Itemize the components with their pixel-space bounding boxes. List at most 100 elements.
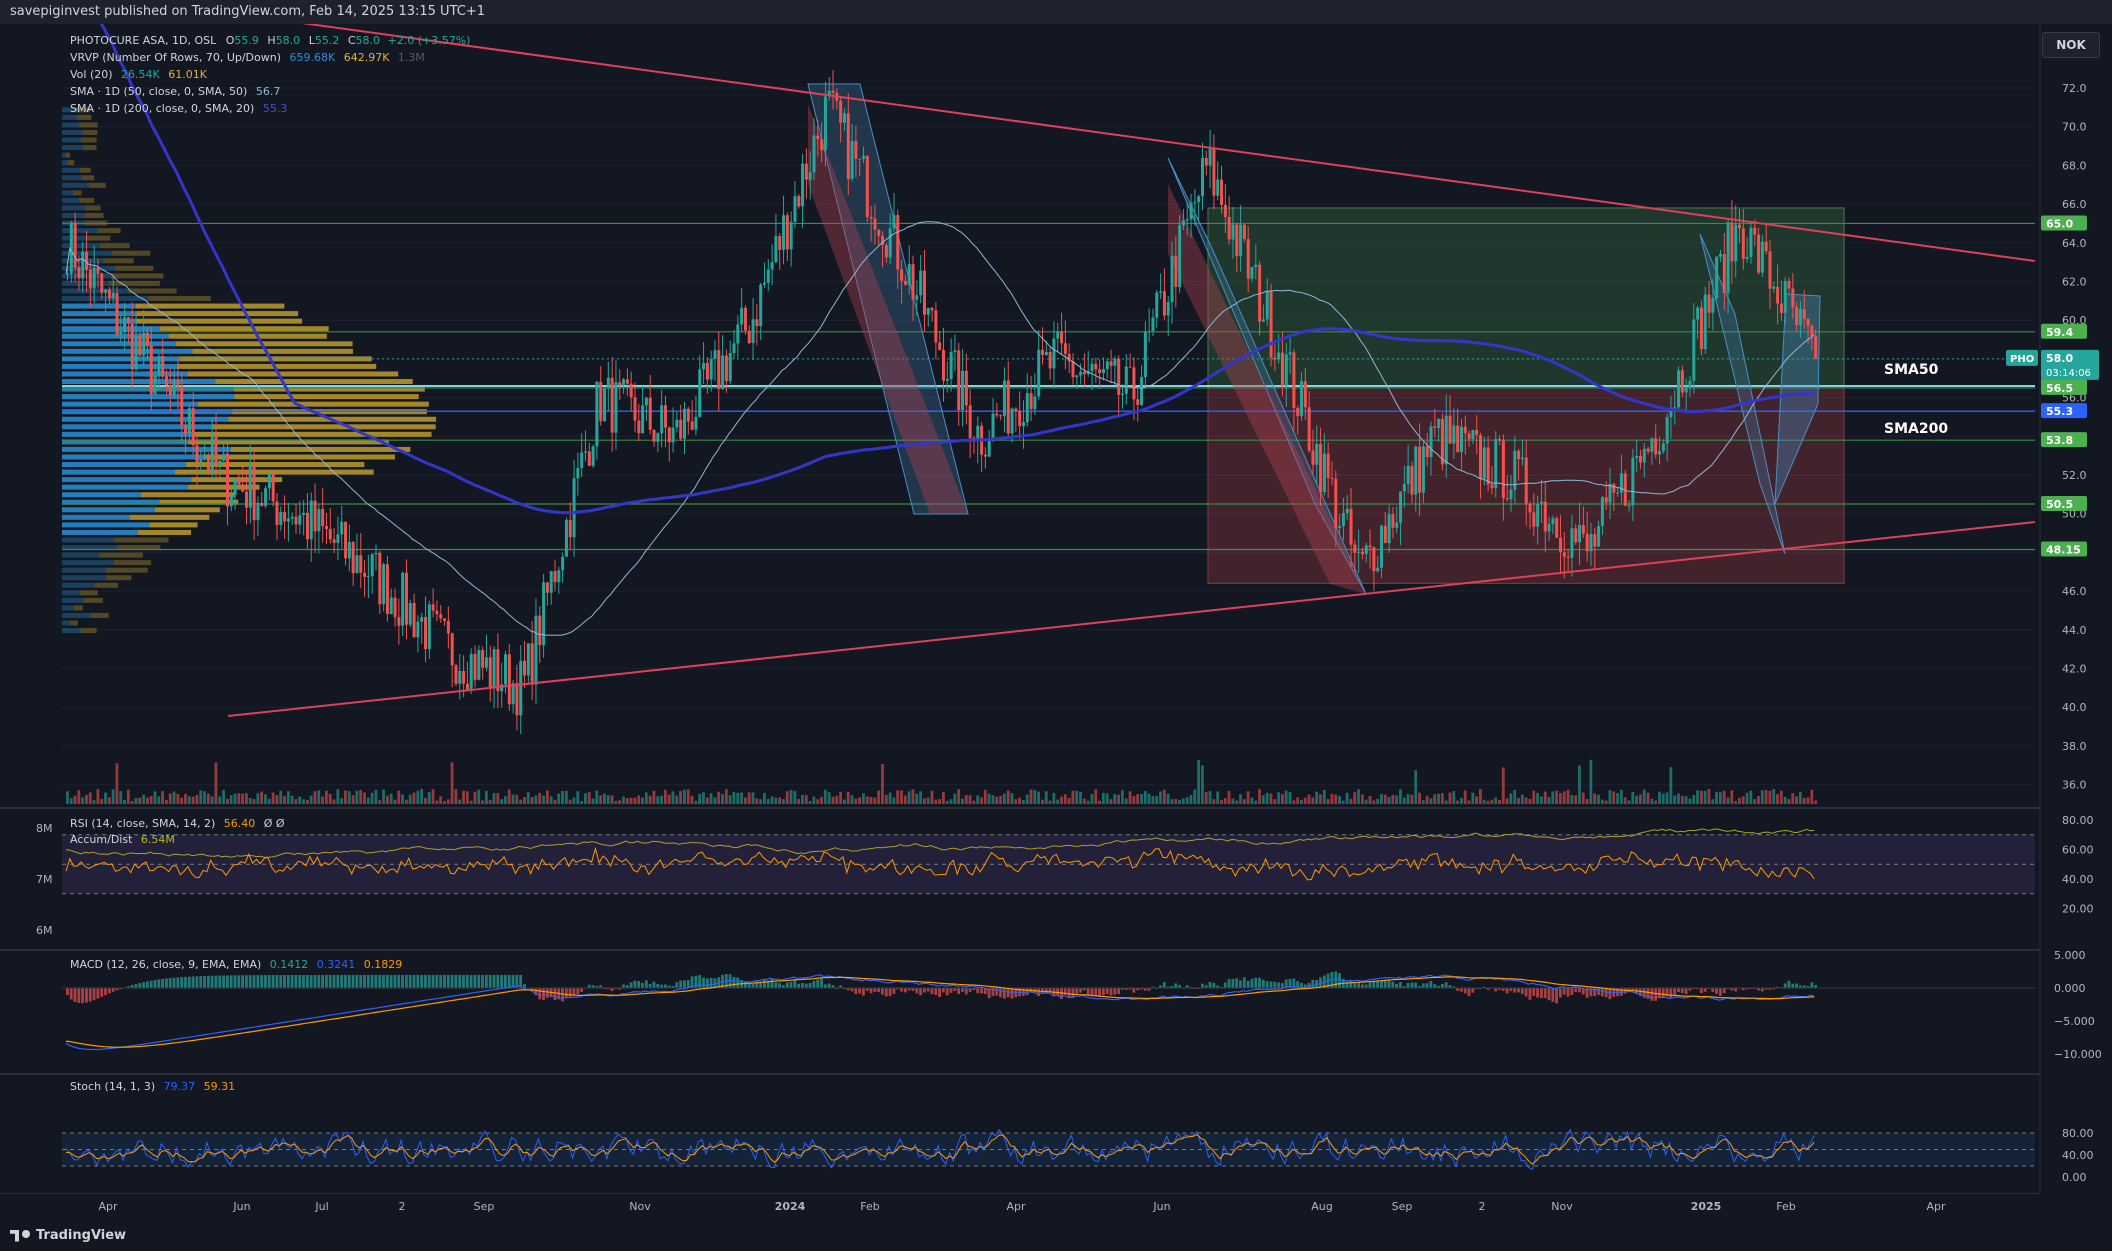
candle-body xyxy=(1303,381,1307,408)
volume-bar xyxy=(865,796,869,804)
accum-tick-label: 7M xyxy=(36,873,53,886)
macd-histogram-bar xyxy=(241,975,245,988)
stoch-tick-label: 0.00 xyxy=(2062,1171,2087,1184)
volume-bar xyxy=(717,791,721,804)
stoch-tick-label: 40.00 xyxy=(2062,1149,2094,1162)
volume-bar xyxy=(126,789,130,804)
candle-body xyxy=(1635,455,1639,458)
macd-histogram-bar xyxy=(732,976,736,988)
volume-bar xyxy=(1181,798,1185,804)
candle-body xyxy=(1223,204,1227,218)
volume-bar xyxy=(930,790,934,804)
volume-bar xyxy=(1631,792,1635,804)
macd-histogram-bar xyxy=(1696,988,1699,990)
vrvp-up-bar xyxy=(62,303,136,309)
volume-bar xyxy=(663,789,667,804)
price-channel xyxy=(1774,293,1821,505)
time-label: Jul xyxy=(314,1200,328,1213)
candle-body xyxy=(142,332,146,356)
macd-histogram-bar xyxy=(1246,980,1250,988)
macd-histogram-bar xyxy=(1147,988,1151,991)
volume-bar xyxy=(1239,794,1242,804)
candle-body xyxy=(1638,455,1642,463)
volume-bar xyxy=(1117,794,1121,804)
volume-bar xyxy=(1539,796,1543,804)
volume-bar xyxy=(355,790,359,804)
time-label: Nov xyxy=(629,1200,651,1213)
volume-bar xyxy=(1444,800,1448,804)
candle-body xyxy=(938,342,942,351)
macd-histogram-bar xyxy=(195,976,199,988)
time-axis[interactable]: Apr Jun Jul 2 Sep Nov 2024 Feb Apr Jun Aug Sep 2 Nov 2… xyxy=(0,1194,2112,1220)
price-tick-label: 52.0 xyxy=(2062,469,2087,482)
volume-bar xyxy=(530,797,534,804)
candle-body xyxy=(675,419,679,428)
candle-body xyxy=(793,196,797,222)
volume-bar xyxy=(1254,800,1258,804)
candle-body xyxy=(1288,352,1292,355)
vrvp-down-bar xyxy=(154,507,220,513)
volume-bar xyxy=(123,799,126,804)
macd-histogram-bar xyxy=(153,979,157,988)
volume-bar xyxy=(1124,798,1128,804)
candle-body xyxy=(1448,415,1452,444)
candle-body xyxy=(599,381,603,422)
macd-histogram-bar xyxy=(1791,983,1795,988)
volume-bar xyxy=(728,795,732,804)
volume-bar xyxy=(614,800,618,804)
candle-body xyxy=(294,516,298,525)
macd-histogram-bar xyxy=(359,974,363,988)
currency-button[interactable]: NOK xyxy=(2042,32,2100,58)
chart-canvas[interactable]: 72.070.068.066.064.062.060.058.056.054.0… xyxy=(0,24,2112,1220)
macd-histogram-bar xyxy=(446,974,450,988)
sma200-annotation: SMA200 xyxy=(1884,421,1948,437)
candle-body xyxy=(252,465,256,521)
volume-bar xyxy=(1284,790,1288,804)
candle-body xyxy=(1494,439,1498,489)
volume-bar xyxy=(172,791,176,804)
macd-histogram-bar xyxy=(248,975,252,988)
macd-histogram-bar xyxy=(1334,971,1338,988)
volume-bar xyxy=(1094,789,1098,804)
macd-histogram-bar xyxy=(1593,988,1597,997)
volume-bar xyxy=(69,798,73,804)
candle-body xyxy=(1646,448,1650,452)
price-tick-label: 36.0 xyxy=(2062,779,2087,792)
volume-bar xyxy=(195,794,199,804)
macd-histogram-bar xyxy=(1151,986,1155,988)
candle-body xyxy=(1402,484,1406,492)
candle-body xyxy=(999,415,1003,417)
macd-histogram-bar xyxy=(229,975,233,988)
candle-body xyxy=(1581,525,1585,534)
macd-histogram-bar xyxy=(972,988,976,991)
macd-histogram-bar xyxy=(961,988,964,992)
macd-histogram-bar xyxy=(496,974,500,988)
candle-body xyxy=(751,319,755,344)
macd-histogram-bar xyxy=(1768,988,1772,990)
vrvp-down-bar xyxy=(191,477,283,483)
vrvp-up-bar xyxy=(62,114,78,120)
candle-body xyxy=(1551,518,1555,525)
candle-body xyxy=(264,488,268,507)
candle-body xyxy=(404,572,408,625)
macd-histogram-bar xyxy=(1113,988,1117,995)
tradingview-logo[interactable]: TradingView xyxy=(10,1228,126,1243)
macd-histogram-bar xyxy=(473,974,477,988)
volume-bar xyxy=(408,794,412,804)
candle-body xyxy=(561,556,565,571)
macd-histogram-bar xyxy=(69,988,73,1000)
candle-body xyxy=(1311,450,1315,465)
macd-histogram-bar xyxy=(782,985,785,988)
macd-histogram-bar xyxy=(789,981,793,988)
volume-bar xyxy=(762,792,766,804)
macd-histogram-bar xyxy=(454,974,458,988)
volume-bar xyxy=(1494,797,1498,804)
vrvp-down-bar xyxy=(65,152,70,158)
volume-bar xyxy=(119,791,123,804)
volume-bar xyxy=(290,795,294,804)
volume-bar xyxy=(1509,793,1513,804)
volume-bar xyxy=(858,797,862,804)
candle-body xyxy=(713,350,717,359)
candle-body xyxy=(1105,361,1109,370)
volume-bar xyxy=(283,796,286,804)
